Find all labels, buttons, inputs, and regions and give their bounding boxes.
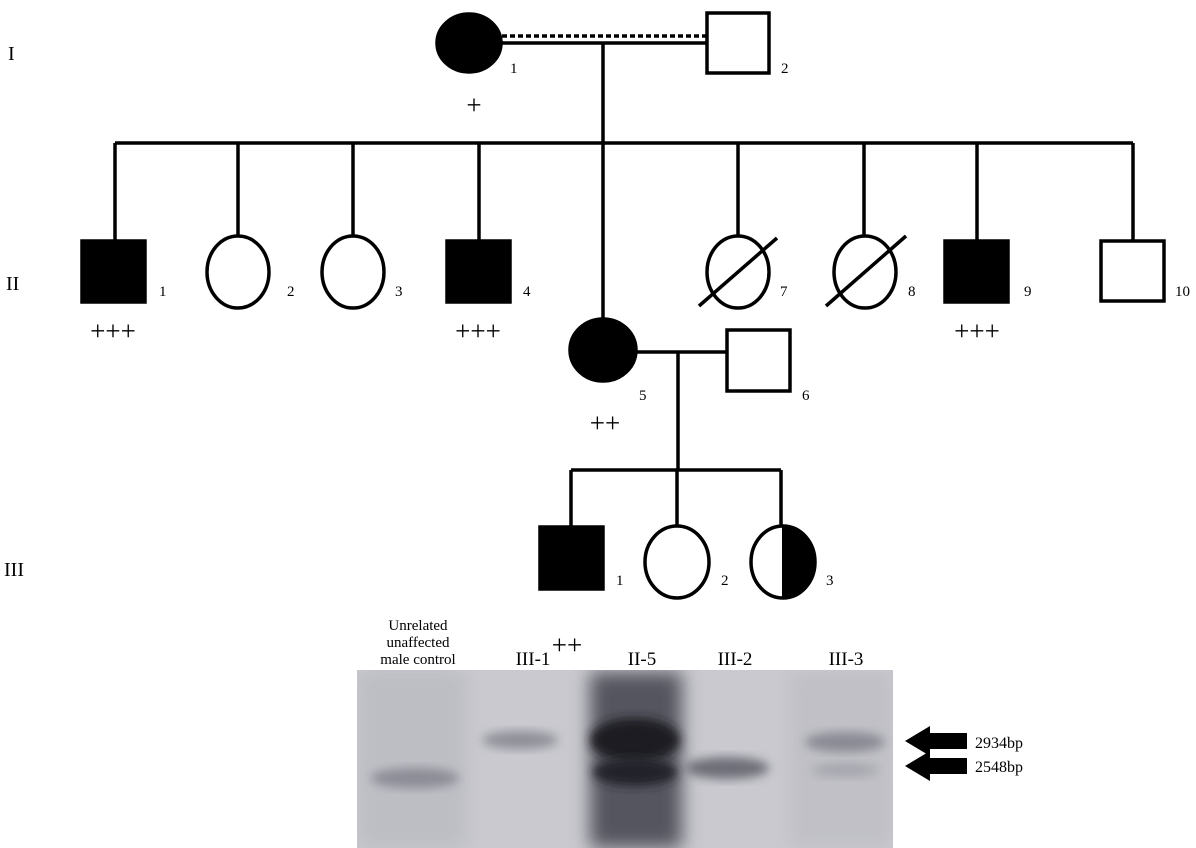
band-size-label: 2548bp: [975, 759, 1023, 776]
deceased-slash: [824, 234, 908, 308]
lines: [113, 34, 1135, 527]
affected-male: [538, 525, 605, 591]
individual-number: 4: [523, 284, 531, 300]
unaffected-female: [320, 234, 386, 310]
unaffected-male: [705, 11, 771, 75]
generation-label: III: [4, 559, 24, 581]
lane-label: III-2: [718, 649, 753, 670]
carrier-marker: ++: [552, 630, 582, 660]
affected-male: [445, 239, 512, 304]
gel-image: [357, 670, 893, 848]
unaffected-female: [643, 524, 711, 600]
individual-number: 3: [826, 573, 834, 589]
unaffected-female: [205, 234, 271, 310]
unaffected-male: [1099, 239, 1166, 303]
individual-number: 1: [616, 573, 624, 589]
band-arrow: [905, 751, 967, 781]
affected-male: [943, 239, 1010, 304]
generation-label: II: [6, 273, 19, 295]
lane-label: II-5: [628, 649, 656, 670]
individual-number: 7: [780, 284, 788, 300]
carrier-marker: +++: [90, 316, 136, 346]
unaffected-male: [725, 328, 792, 393]
affected-female: [568, 317, 638, 383]
individual-number: 3: [395, 284, 403, 300]
carrier-marker: ++: [590, 408, 620, 438]
individual-number: 2: [287, 284, 295, 300]
affected-male: [80, 239, 147, 304]
generation-label: I: [8, 43, 15, 65]
individual-number: 1: [510, 61, 518, 77]
carrier-marker: +++: [455, 316, 501, 346]
carrier-marker: +: [466, 90, 481, 120]
individual-number: 10: [1175, 284, 1190, 300]
band-arrow: [905, 726, 967, 756]
lane-label: male control: [380, 652, 455, 668]
individual-number: 8: [908, 284, 916, 300]
lane-label: III-1: [516, 649, 551, 670]
lane-label: III-3: [829, 649, 864, 670]
individual-number: 2: [721, 573, 729, 589]
individual-number: 9: [1024, 284, 1032, 300]
band-size-label: 2934bp: [975, 735, 1023, 752]
individual-number: 6: [802, 388, 810, 404]
individual-number: 1: [159, 284, 167, 300]
lane-label: unaffected: [386, 635, 450, 651]
lane-label: Unrelated: [388, 618, 448, 634]
individual-number: 2: [781, 61, 789, 77]
carrier-marker: +++: [954, 316, 1000, 346]
deceased-slash: [697, 236, 779, 308]
half-affected-female: [749, 524, 817, 600]
affected-female: [435, 12, 503, 74]
individual-number: 5: [639, 388, 647, 404]
